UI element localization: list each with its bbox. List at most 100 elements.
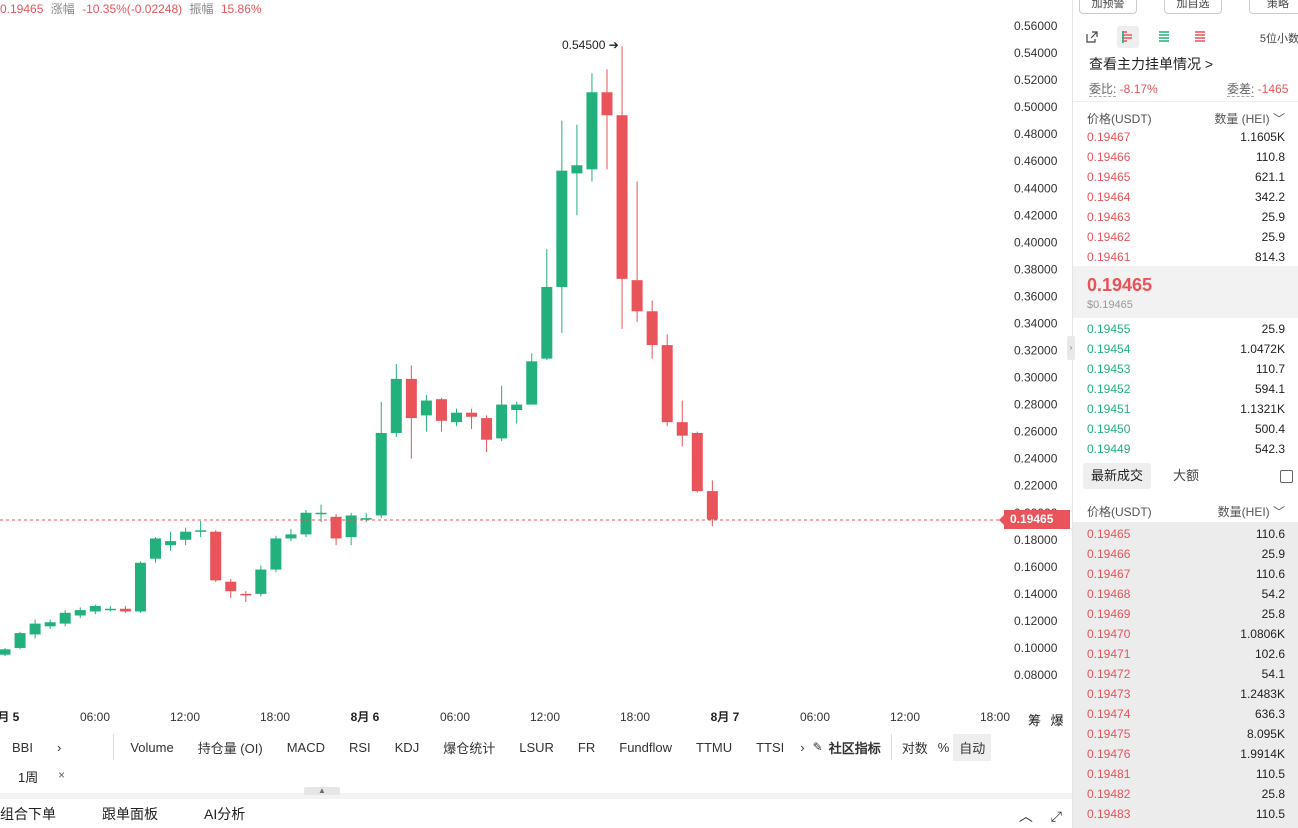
candle[interactable]	[240, 591, 252, 602]
candle[interactable]	[134, 561, 146, 613]
candle[interactable]	[691, 431, 703, 493]
bid-row[interactable]: 0.19449 542.3	[1087, 439, 1285, 459]
bid-row[interactable]: 0.19454 1.0472K	[1087, 339, 1285, 359]
candle[interactable]	[676, 400, 688, 447]
candle[interactable]	[631, 181, 643, 323]
candlestick-chart[interactable]: 0.56000 0.54000 0.52000 0.50000 0.48000 0.460…	[0, 0, 1072, 735]
ob-qty-header[interactable]: 数量 (HEI) ﹀	[1214, 112, 1285, 126]
trade-row[interactable]: 0.19472 54.1	[1087, 664, 1285, 684]
trade-row[interactable]: 0.19483 110.5	[1087, 804, 1285, 824]
orderbook-both-icon[interactable]	[1117, 26, 1139, 48]
indicator-volume[interactable]: Volume	[130, 739, 174, 755]
period-tag[interactable]: 1周	[18, 770, 39, 785]
candle[interactable]	[661, 334, 673, 427]
add-alert-button[interactable]: 加预警	[1079, 0, 1137, 14]
large-trades-checkbox[interactable]	[1280, 470, 1293, 483]
chevron-up-icon[interactable]: ︿	[1018, 808, 1033, 824]
indicator-bbi[interactable]: BBI	[12, 739, 33, 755]
close-icon[interactable]: ×	[58, 768, 66, 782]
candle[interactable]	[496, 385, 508, 442]
ask-row[interactable]: 0.19466 110.8	[1087, 147, 1285, 167]
indicator-fr[interactable]: FR	[577, 739, 596, 755]
candle[interactable]	[225, 579, 237, 598]
candle[interactable]	[165, 531, 177, 551]
ask-row[interactable]: 0.19462 25.9	[1087, 227, 1285, 247]
trade-row[interactable]: 0.19482 25.8	[1087, 784, 1285, 804]
candle[interactable]	[59, 610, 71, 627]
trade-row[interactable]: 0.19476 1.9914K	[1087, 744, 1285, 764]
candle[interactable]	[390, 364, 402, 438]
bid-row[interactable]: 0.19455 25.9	[1087, 319, 1285, 339]
candle[interactable]	[255, 565, 267, 597]
trade-row[interactable]: 0.19470 1.0806K	[1087, 624, 1285, 644]
main-force-orders-link[interactable]: 查看主力挂单情况 >	[1089, 56, 1214, 72]
liquidation-button[interactable]: 爆	[1050, 713, 1064, 728]
candle[interactable]	[29, 619, 41, 639]
candle[interactable]	[270, 535, 282, 573]
candle[interactable]	[44, 619, 56, 630]
trade-row[interactable]: 0.19471 102.6	[1087, 644, 1285, 664]
candle[interactable]	[14, 631, 26, 650]
tab-combo-order[interactable]: 组合下单	[0, 806, 56, 822]
candle[interactable]	[195, 520, 207, 538]
chip-distribution-button[interactable]: 筹	[1028, 713, 1042, 728]
candle[interactable]	[345, 512, 357, 546]
decimal-selector[interactable]: 5位小数	[1259, 33, 1298, 45]
auto-scale-toggle[interactable]: 自动	[953, 733, 992, 761]
chart-canvas[interactable]: 0.56000 0.54000 0.52000 0.50000 0.48000 0.460…	[0, 0, 1072, 735]
candle[interactable]	[405, 365, 417, 459]
edit-icon[interactable]: ✎	[812, 740, 823, 754]
trade-row[interactable]: 0.19481 110.5	[1087, 764, 1285, 784]
indicator-ttmu[interactable]: TTMU	[696, 739, 733, 755]
chart-side-tools[interactable]: 筹 爆	[1028, 710, 1070, 729]
candle[interactable]	[616, 46, 628, 329]
trade-row[interactable]: 0.19473 1.2483K	[1087, 684, 1285, 704]
bid-row[interactable]: 0.19452 594.1	[1087, 379, 1285, 399]
trade-row[interactable]: 0.19466 25.9	[1087, 544, 1285, 564]
collapse-panel-button[interactable]: ›	[1067, 336, 1075, 360]
log-scale-toggle[interactable]: 对数	[901, 740, 928, 756]
candle[interactable]	[104, 606, 116, 612]
bid-row[interactable]: 0.19450 500.4	[1087, 419, 1285, 439]
indicator-lsur[interactable]: LSUR	[519, 739, 554, 755]
trade-row[interactable]: 0.19474 636.3	[1087, 704, 1285, 724]
ask-row[interactable]: 0.19465 621.1	[1087, 167, 1285, 187]
candle[interactable]	[74, 607, 86, 619]
indicator-oi[interactable]: 持仓量 (OI)	[197, 740, 263, 756]
candle[interactable]	[360, 512, 372, 523]
candle[interactable]	[210, 530, 222, 582]
more-indicators-icon[interactable]: ›	[800, 739, 805, 755]
candle[interactable]	[89, 604, 101, 615]
drag-handle[interactable]: ▲	[304, 787, 340, 795]
tab-copy-trading[interactable]: 跟单面板	[102, 806, 158, 822]
candle[interactable]	[150, 537, 161, 563]
candle[interactable]	[586, 73, 598, 182]
candle[interactable]	[571, 124, 583, 216]
candle[interactable]	[541, 249, 553, 360]
indicator-rsi[interactable]: RSI	[348, 739, 371, 755]
candle[interactable]	[420, 395, 432, 432]
tab-ai-analysis[interactable]: AI分析	[204, 806, 246, 822]
indicator-macd[interactable]: MACD	[286, 739, 325, 755]
bid-row[interactable]: 0.19453 110.7	[1087, 359, 1285, 379]
ask-row[interactable]: 0.19463 25.9	[1087, 207, 1285, 227]
chevron-right-icon[interactable]: ›	[56, 739, 62, 755]
candle[interactable]	[706, 480, 718, 527]
tab-latest-trades[interactable]: 最新成交	[1083, 463, 1152, 489]
trade-row[interactable]: 0.19469 25.8	[1087, 604, 1285, 624]
candle[interactable]	[451, 408, 462, 427]
candle[interactable]	[315, 504, 327, 523]
candle[interactable]	[300, 510, 312, 538]
candle[interactable]	[511, 401, 523, 424]
candle[interactable]	[375, 401, 387, 519]
community-indicators[interactable]: 社区指标	[828, 740, 881, 756]
trade-row[interactable]: 0.19475 8.095K	[1087, 724, 1285, 744]
tab-large-trades[interactable]: 大额	[1173, 468, 1200, 483]
strategy-button[interactable]: 策略	[1249, 0, 1298, 14]
candle[interactable]	[0, 647, 11, 657]
trade-row[interactable]: 0.19467 110.6	[1087, 564, 1285, 584]
indicator-liquidation[interactable]: 爆仓统计	[443, 740, 496, 756]
candle[interactable]	[119, 606, 131, 613]
candle[interactable]	[556, 120, 568, 333]
trade-row[interactable]: 0.19468 54.2	[1087, 584, 1285, 604]
